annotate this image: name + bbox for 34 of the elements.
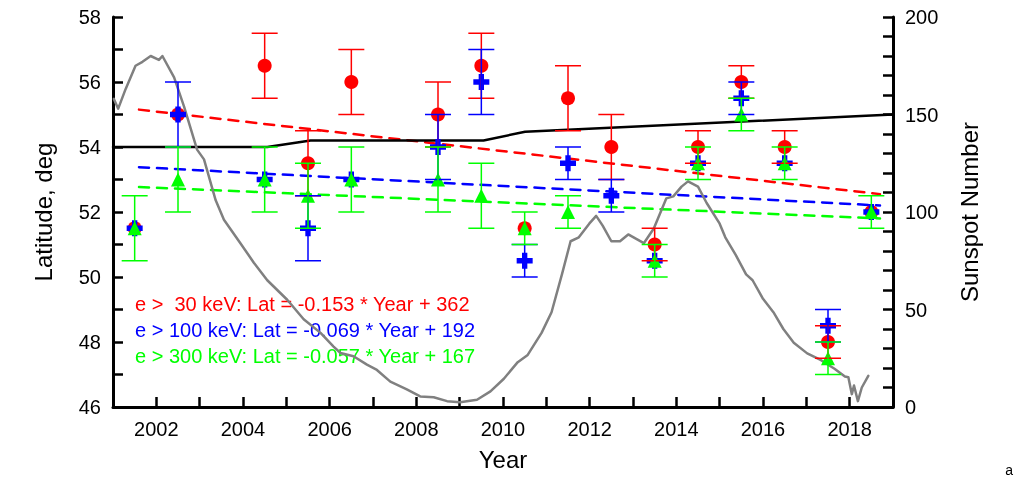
annotation: e > 300 keV: Lat = -0.057 * Year + 167 (135, 345, 476, 367)
x-tick-label: 2014 (654, 418, 699, 440)
y-tick-label: 56 (78, 71, 101, 93)
y-tick-label: 46 (78, 396, 101, 418)
x-tick-label: 2006 (307, 418, 352, 440)
y2-tick-label: 0 (905, 396, 917, 418)
line-series (112, 54, 870, 404)
point (473, 74, 490, 90)
y2-tick-label: 150 (905, 103, 939, 126)
y-tick-label: 54 (78, 136, 101, 158)
point (604, 140, 619, 154)
text: a (1005, 462, 1014, 478)
point (257, 58, 272, 73)
y2-tick-label: 50 (905, 298, 928, 321)
y-tick-label: 58 (78, 6, 101, 28)
point (344, 75, 359, 89)
x-tick-label: 2012 (567, 418, 612, 440)
y-axis-title: Latitude, deg (29, 142, 57, 282)
x-tick-label: 2018 (827, 418, 872, 440)
y2-tick-label: 100 (905, 201, 939, 223)
point (474, 188, 489, 203)
x-tick-label: 2002 (134, 418, 179, 440)
y-tick-label: 50 (78, 266, 101, 288)
y2-tick-label: 200 (905, 6, 939, 28)
y-tick-label: 48 (78, 331, 101, 353)
x-tick-label: 2004 (220, 418, 266, 440)
x-axis-title: Year (478, 445, 528, 473)
annotation: e > 100 keV: Lat = -0.069 * Year + 192 (135, 319, 476, 341)
y-tick-label: 52 (78, 201, 101, 223)
x-tick-label: 2010 (480, 418, 526, 440)
x-tick-label: 2008 (394, 418, 439, 440)
x-tick-label: 2016 (740, 418, 786, 440)
point (474, 58, 489, 73)
y2-axis-title: Sunspot Number (955, 121, 983, 303)
